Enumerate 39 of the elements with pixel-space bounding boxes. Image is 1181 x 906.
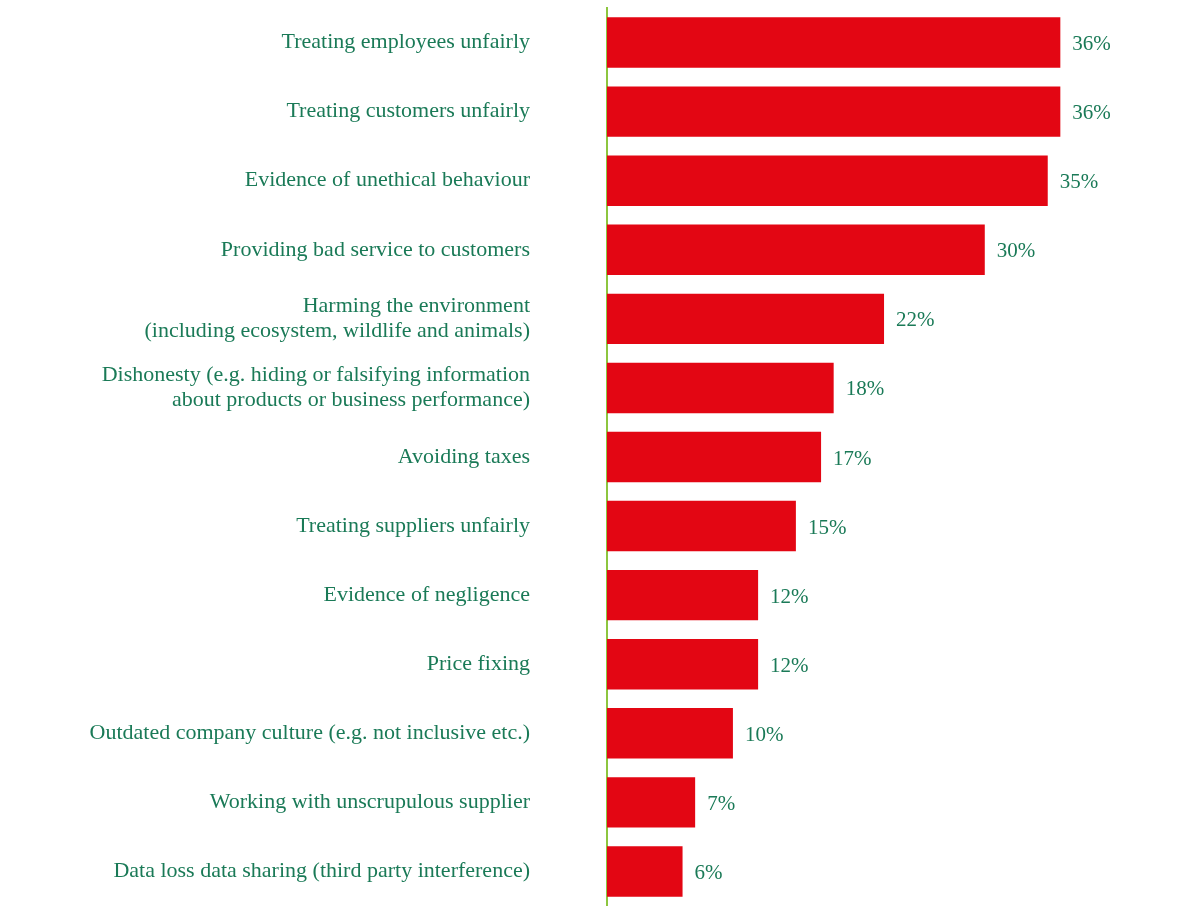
data-label: 36% — [1072, 100, 1111, 125]
data-label: 15% — [807, 514, 847, 539]
data-label: 12% — [770, 583, 809, 608]
y-tick-label: Harming the environment (including ecosystem, wildlife and animals) — [144, 292, 530, 343]
data-label: 35% — [1059, 169, 1099, 194]
bar — [607, 431, 822, 483]
y-tick-label: Providing bad service to customers — [220, 235, 530, 261]
y-tick-label: Avoiding taxes — [397, 442, 530, 468]
y-tick-label: Evidence of negligence — [323, 580, 530, 606]
bar — [607, 17, 1061, 68]
data-label: 17% — [833, 445, 872, 470]
data-label: 12% — [770, 652, 809, 677]
data-label: 6% — [694, 859, 723, 884]
data-label: 30% — [996, 238, 1036, 263]
y-tick-label: Outdated company culture (e.g. not inclusive etc.) — [89, 719, 530, 745]
bar — [607, 777, 696, 828]
y-tick-label: Treating suppliers unfairly — [296, 511, 530, 537]
y-tick-label: Treating customers unfairly — [286, 97, 530, 123]
bar — [607, 846, 683, 897]
bar — [607, 362, 834, 414]
y-tick-label: Working with unscrupulous supplier — [209, 788, 531, 814]
y-tick-label: Data loss data sharing (third party interference) — [113, 857, 530, 883]
data-label: 18% — [845, 376, 885, 401]
data-label: 7% — [707, 790, 736, 815]
bar — [607, 293, 885, 345]
y-tick-label: Evidence of unethical behaviour — [244, 166, 531, 192]
bar — [607, 500, 796, 552]
bar — [607, 224, 985, 275]
data-label: 36% — [1072, 31, 1111, 56]
data-label: 10% — [744, 721, 784, 746]
bar — [607, 569, 759, 621]
bar — [607, 86, 1061, 137]
bar — [607, 155, 1048, 206]
data-label: 22% — [896, 307, 935, 332]
y-tick-label: Dishonesty (e.g. hiding or falsifying information about products or business performance) — [101, 361, 530, 412]
y-tick-label: Price fixing — [426, 650, 530, 676]
bar — [607, 639, 759, 690]
bar — [607, 708, 733, 759]
y-tick-label: Treating employees unfairly — [281, 28, 530, 54]
